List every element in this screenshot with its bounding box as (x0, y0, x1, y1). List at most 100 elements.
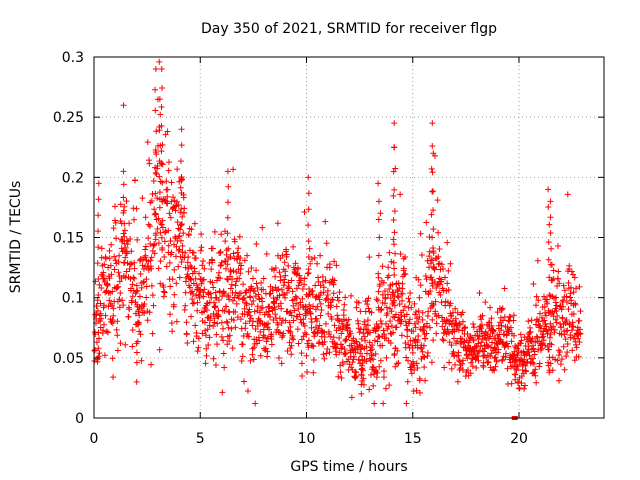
data-point (512, 344, 519, 351)
data-point (174, 198, 181, 205)
data-point (261, 334, 268, 341)
data-point (435, 312, 442, 319)
data-point (301, 281, 308, 288)
y-tick-label: 0.1 (62, 291, 84, 307)
data-point (567, 284, 574, 291)
data-point (571, 274, 578, 281)
data-point (150, 302, 157, 309)
data-point (430, 150, 437, 157)
data-point (353, 373, 360, 380)
data-point (576, 283, 583, 290)
data-point (366, 339, 373, 346)
data-point (299, 286, 306, 293)
data-point (143, 283, 150, 290)
data-point (113, 326, 120, 333)
data-point (359, 377, 366, 384)
data-point (133, 349, 140, 356)
data-point (178, 142, 185, 149)
data-point (570, 289, 577, 296)
data-point (391, 208, 398, 215)
data-point (309, 342, 316, 349)
data-point (233, 300, 240, 307)
data-point (250, 356, 257, 363)
data-point (307, 260, 314, 267)
data-point (230, 267, 237, 274)
data-point (312, 306, 319, 313)
data-point (391, 144, 398, 151)
y-tick-label: 0.25 (53, 110, 84, 126)
data-point (112, 203, 119, 210)
data-point (361, 318, 368, 325)
data-point (293, 271, 300, 278)
data-point (430, 337, 437, 344)
data-point (476, 289, 483, 296)
data-point (392, 165, 399, 172)
data-point (408, 370, 415, 377)
data-point (551, 326, 558, 333)
data-point (413, 387, 420, 394)
data-point (296, 311, 303, 318)
data-point (455, 326, 462, 333)
data-point (547, 198, 554, 205)
data-point (227, 285, 234, 292)
data-point (310, 356, 317, 363)
data-point (165, 242, 172, 249)
data-point (313, 318, 320, 325)
data-point (546, 221, 553, 228)
data-point (430, 188, 437, 195)
data-point (201, 286, 208, 293)
data-point (375, 324, 382, 331)
data-point (385, 264, 392, 271)
data-point (200, 308, 207, 315)
data-point (157, 142, 164, 149)
data-point (438, 314, 445, 321)
data-point (118, 236, 125, 243)
data-point (93, 339, 100, 346)
data-point (180, 194, 187, 201)
data-point (415, 276, 422, 283)
data-point (499, 305, 506, 312)
data-point (181, 205, 188, 212)
data-point (190, 338, 197, 345)
data-point (272, 264, 279, 271)
data-point (322, 218, 329, 225)
data-point (446, 318, 453, 325)
data-point (398, 318, 405, 325)
data-point (513, 367, 520, 374)
data-point (196, 270, 203, 277)
data-point (341, 346, 348, 353)
data-point (120, 259, 127, 266)
data-point (422, 335, 429, 342)
data-point (239, 353, 246, 360)
data-point (445, 267, 452, 274)
y-tick-label: 0 (75, 411, 84, 427)
data-point (159, 224, 166, 231)
data-point (358, 390, 365, 397)
data-point (440, 265, 447, 272)
data-point (258, 279, 265, 286)
data-point (444, 239, 451, 246)
data-point (170, 194, 177, 201)
data-point (256, 337, 263, 344)
data-point (223, 275, 230, 282)
data-point (385, 272, 392, 279)
data-point (195, 335, 202, 342)
data-point (301, 322, 308, 329)
data-point (349, 359, 356, 366)
data-point (316, 322, 323, 329)
data-point (216, 288, 223, 295)
data-point (110, 305, 117, 312)
data-point (560, 297, 567, 304)
data-point (179, 213, 186, 220)
data-point (121, 233, 128, 240)
data-point (224, 261, 231, 268)
data-point (527, 324, 534, 331)
data-point (430, 263, 437, 270)
data-point (545, 346, 552, 353)
data-point (295, 340, 302, 347)
data-point (399, 290, 406, 297)
data-point (164, 200, 171, 207)
data-point (199, 330, 206, 337)
data-point (98, 245, 105, 252)
data-point (285, 262, 292, 269)
